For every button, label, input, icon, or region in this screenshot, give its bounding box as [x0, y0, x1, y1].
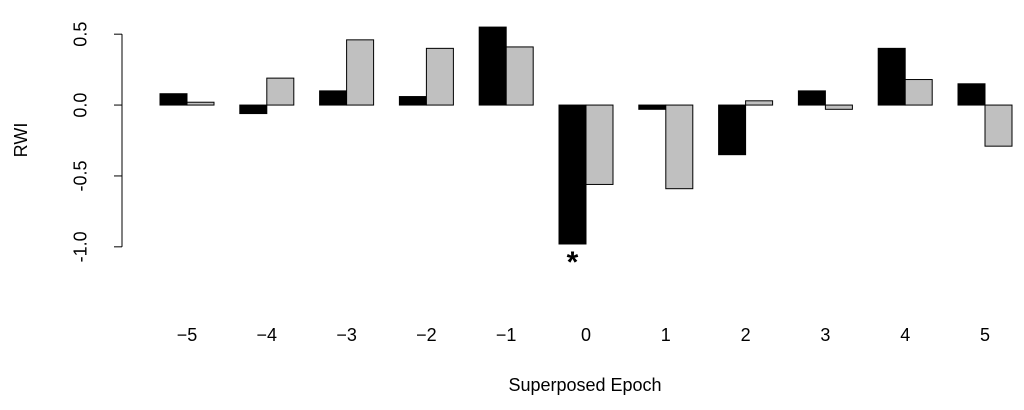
x-tick-label: 0 [581, 325, 591, 345]
x-tick-label: 1 [661, 325, 671, 345]
x-tick-label: −4 [257, 325, 278, 345]
bar [585, 104, 614, 185]
x-tick-label: 5 [980, 325, 990, 345]
y-tick-label: -0.5 [71, 160, 91, 191]
x-tick-label: −2 [416, 325, 437, 345]
x-axis-title: Superposed Epoch [508, 375, 661, 395]
annotation: * [567, 246, 579, 279]
y-tick-label: 0.0 [71, 93, 91, 118]
x-tick-label: 3 [820, 325, 830, 345]
bar [665, 104, 694, 190]
bar [984, 104, 1013, 147]
bar [558, 104, 587, 245]
bar [425, 47, 454, 106]
x-tick-label: 4 [900, 325, 910, 345]
x-tick-label: −5 [177, 325, 198, 345]
bar [745, 100, 774, 106]
bar [186, 101, 215, 106]
bar [478, 26, 507, 106]
bar [505, 46, 534, 106]
bar [239, 104, 268, 115]
x-tick-label: −3 [336, 325, 357, 345]
bar [266, 77, 295, 106]
bar [877, 47, 906, 106]
y-axis-title: RWI [11, 123, 31, 158]
bar [797, 90, 826, 106]
bar [824, 104, 853, 110]
bar [398, 96, 427, 106]
bar [346, 39, 375, 106]
bar [319, 90, 348, 106]
bar [159, 93, 188, 106]
y-tick-label: 0.5 [71, 22, 91, 47]
bar [718, 104, 747, 156]
x-tick-label: −1 [496, 325, 517, 345]
bar [638, 104, 667, 110]
y-tick-label: -1.0 [71, 231, 91, 262]
x-tick-label: 2 [741, 325, 751, 345]
bar [957, 83, 986, 106]
bar [904, 79, 933, 106]
